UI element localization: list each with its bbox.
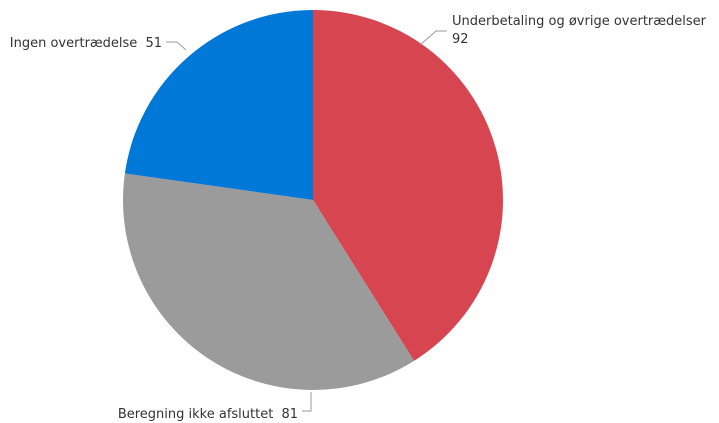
data-labels: Underbetaling og øvrige overtrædelser 92…: [10, 14, 710, 422]
pie-slice-beregning-ikke-afsluttet[interactable]: [123, 173, 415, 391]
data-label-underbetaling-value: 92: [452, 32, 469, 47]
leader-line-ingen: [166, 41, 187, 51]
data-label-ingen-name: Ingen overtrædelse: [10, 36, 138, 51]
data-label-beregning-value: 81: [281, 407, 298, 422]
leader-line-underbetaling: [419, 30, 447, 46]
pie-slice-ingen-overtraedelse[interactable]: [124, 10, 314, 200]
data-label-ingen: Ingen overtrædelse 51: [10, 36, 162, 51]
data-label-beregning: Beregning ikke afsluttet 81: [118, 407, 298, 422]
pie-slice-underbetaling[interactable]: [313, 9, 504, 361]
data-label-ingen-value: 51: [145, 36, 162, 51]
data-label-beregning-name: Beregning ikke afsluttet: [118, 407, 274, 422]
data-label-underbetaling-name: Underbetaling og øvrige overtrædelser: [452, 14, 707, 29]
label-leader-lines: [166, 30, 447, 412]
data-label-underbetaling: Underbetaling og øvrige overtrædelser 92: [452, 14, 710, 47]
pie-slices: [123, 9, 504, 391]
leader-line-beregning: [302, 392, 312, 412]
